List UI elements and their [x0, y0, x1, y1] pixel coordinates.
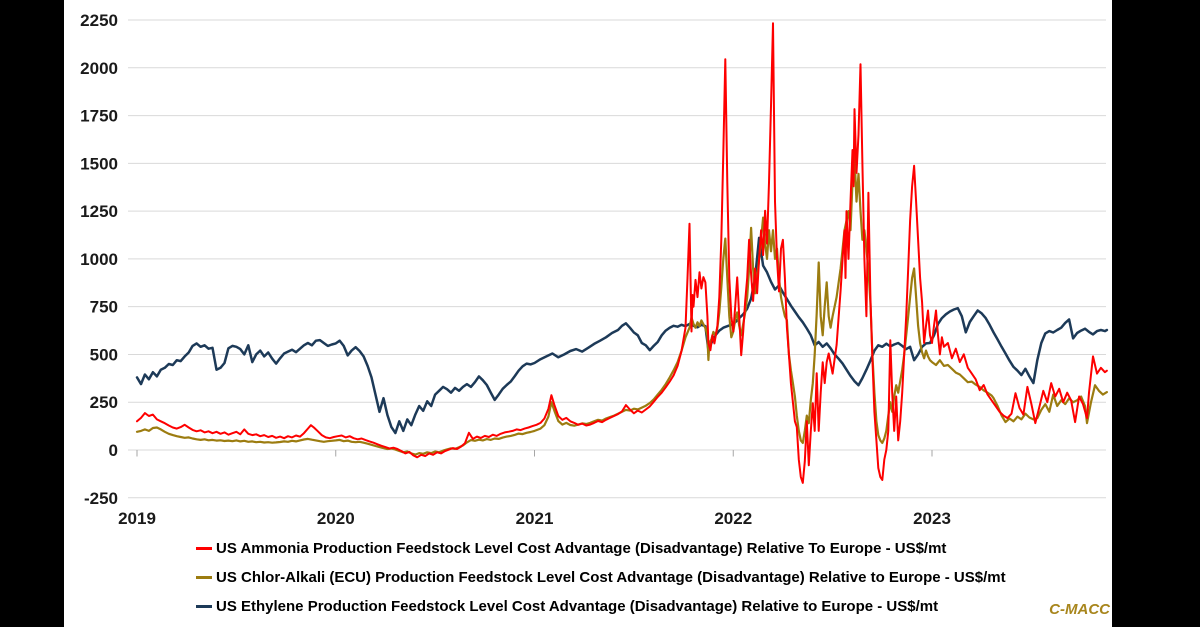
plot-svg: 2250200017501500125010007505002500-25020…: [80, 11, 1109, 528]
legend-label-ethylene: US Ethylene Production Feedstock Level C…: [216, 598, 939, 615]
y-axis-label: -250: [84, 489, 118, 508]
x-axis-label: 2021: [516, 509, 554, 528]
legend-label-chlor-alkali: US Chlor-Alkali (ECU) Production Feedsto…: [216, 569, 1006, 586]
x-axis-label: 2020: [317, 509, 355, 528]
watermark: C-MACC: [1049, 601, 1110, 618]
ethylene-line-swatch-icon: [196, 605, 212, 608]
series-line: [135, 236, 1109, 435]
chart-panel: 2250 2000 1750 1500 1250 1000 750 500 250 0 -250 20…: [64, 0, 1112, 627]
ammonia-line-swatch-icon: [196, 547, 212, 550]
legend-item-ethylene: US Ethylene Production Feedstock Level C…: [196, 592, 1006, 621]
x-axis-label: 2019: [118, 509, 156, 528]
legend-item-ammonia: US Ammonia Production Feedstock Level Co…: [196, 534, 1006, 563]
y-axis-label: 1500: [80, 154, 118, 173]
y-axis-label: 1250: [80, 202, 118, 221]
legend-item-chlor-alkali: US Chlor-Alkali (ECU) Production Feedsto…: [196, 563, 1006, 592]
y-axis-label: 2250: [80, 11, 118, 30]
y-axis-label: 1750: [80, 107, 118, 126]
right-letterbox-bar: [1112, 0, 1200, 627]
series-line: [136, 22, 1108, 484]
y-axis-label: 1000: [80, 250, 118, 269]
y-axis-label: 250: [90, 393, 118, 412]
y-axis-label: 0: [109, 441, 118, 460]
legend-label-ammonia: US Ammonia Production Feedstock Level Co…: [216, 540, 947, 557]
left-letterbox-bar: [0, 0, 64, 627]
chart-legend: US Ammonia Production Feedstock Level Co…: [196, 534, 1006, 621]
x-axis-label: 2022: [714, 509, 752, 528]
y-axis-label: 500: [90, 345, 118, 364]
x-axis-label: 2023: [913, 509, 951, 528]
y-axis-label: 2000: [80, 59, 118, 78]
chlor-alkali-line-swatch-icon: [196, 576, 212, 579]
y-axis-label: 750: [90, 298, 118, 317]
